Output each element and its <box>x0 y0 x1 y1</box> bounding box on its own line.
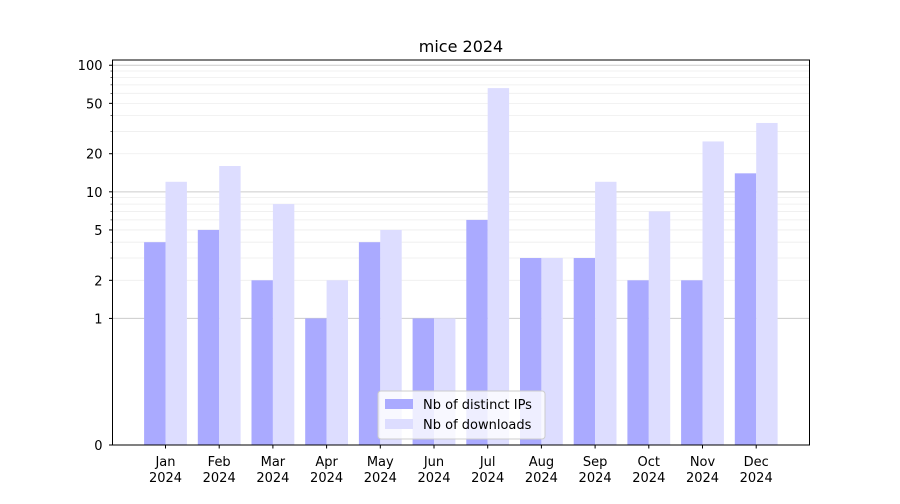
bar-distinct-ips-5 <box>358 242 381 445</box>
x-tick-label: Sep 2024 <box>579 455 612 486</box>
x-tick-label: Aug 2024 <box>525 455 558 486</box>
y-tick-label: 10 <box>86 186 103 201</box>
x-tick-label: Jan 2024 <box>149 455 182 486</box>
y-tick-label: 1 <box>94 312 102 327</box>
y-tick-label: 0 <box>94 439 102 454</box>
bar-distinct-ips-9 <box>573 258 596 445</box>
bar-downloads-12 <box>756 122 778 445</box>
legend: Nb of distinct IPs Nb of downloads <box>377 390 546 440</box>
y-tick-label: 50 <box>86 97 103 112</box>
bar-downloads-2 <box>219 165 241 446</box>
bar-distinct-ips-11 <box>681 280 703 445</box>
legend-swatch <box>385 419 413 429</box>
x-tick-label: May 2024 <box>364 455 397 486</box>
y-axis: 0 1 2 5 10 20 50 100 <box>78 59 113 454</box>
bar-downloads-10 <box>648 211 671 445</box>
bar-distinct-ips-10 <box>627 280 649 445</box>
y-tick-label: 2 <box>94 274 102 289</box>
bar-downloads-4 <box>326 280 348 445</box>
bar-downloads-7 <box>487 88 510 445</box>
bar-downloads-1 <box>165 181 187 445</box>
chart-title: mice 2024 <box>419 37 503 56</box>
x-axis: Jan 2024 Feb 2024 Mar 2024 Apr 2024 May 2024 Jun 20… <box>149 445 773 486</box>
bar-distinct-ips-3 <box>251 280 273 445</box>
bar-downloads-8 <box>541 258 563 445</box>
legend-swatch <box>385 399 413 409</box>
x-tick-label: Oct 2024 <box>632 455 665 486</box>
x-tick-label: Nov 2024 <box>686 455 719 486</box>
x-tick-label: Jun 2024 <box>417 455 450 486</box>
legend-box <box>377 390 546 440</box>
y-tick-label: 20 <box>86 148 103 163</box>
bar-distinct-ips-7 <box>466 219 488 445</box>
plot-frame <box>112 59 810 446</box>
x-tick-label: Dec 2024 <box>740 455 773 486</box>
bar-downloads-11 <box>702 141 724 445</box>
bar-distinct-ips-12 <box>734 173 757 445</box>
bar-distinct-ips-2 <box>197 229 220 445</box>
x-tick-label: Jul 2024 <box>471 455 504 486</box>
legend-label: Nb of distinct IPs <box>423 398 532 413</box>
legend-label: Nb of downloads <box>423 418 532 433</box>
y-tick-label: 5 <box>94 224 102 239</box>
bar-downloads-3 <box>272 204 295 445</box>
x-tick-label: Mar 2024 <box>256 455 289 486</box>
bar-downloads-9 <box>595 181 617 445</box>
x-tick-label: Feb 2024 <box>203 455 236 486</box>
x-tick-label: Apr 2024 <box>310 455 343 486</box>
y-tick-label: 100 <box>78 59 103 74</box>
bar-distinct-ips-4 <box>305 318 327 445</box>
bar-distinct-ips-1 <box>144 242 166 445</box>
